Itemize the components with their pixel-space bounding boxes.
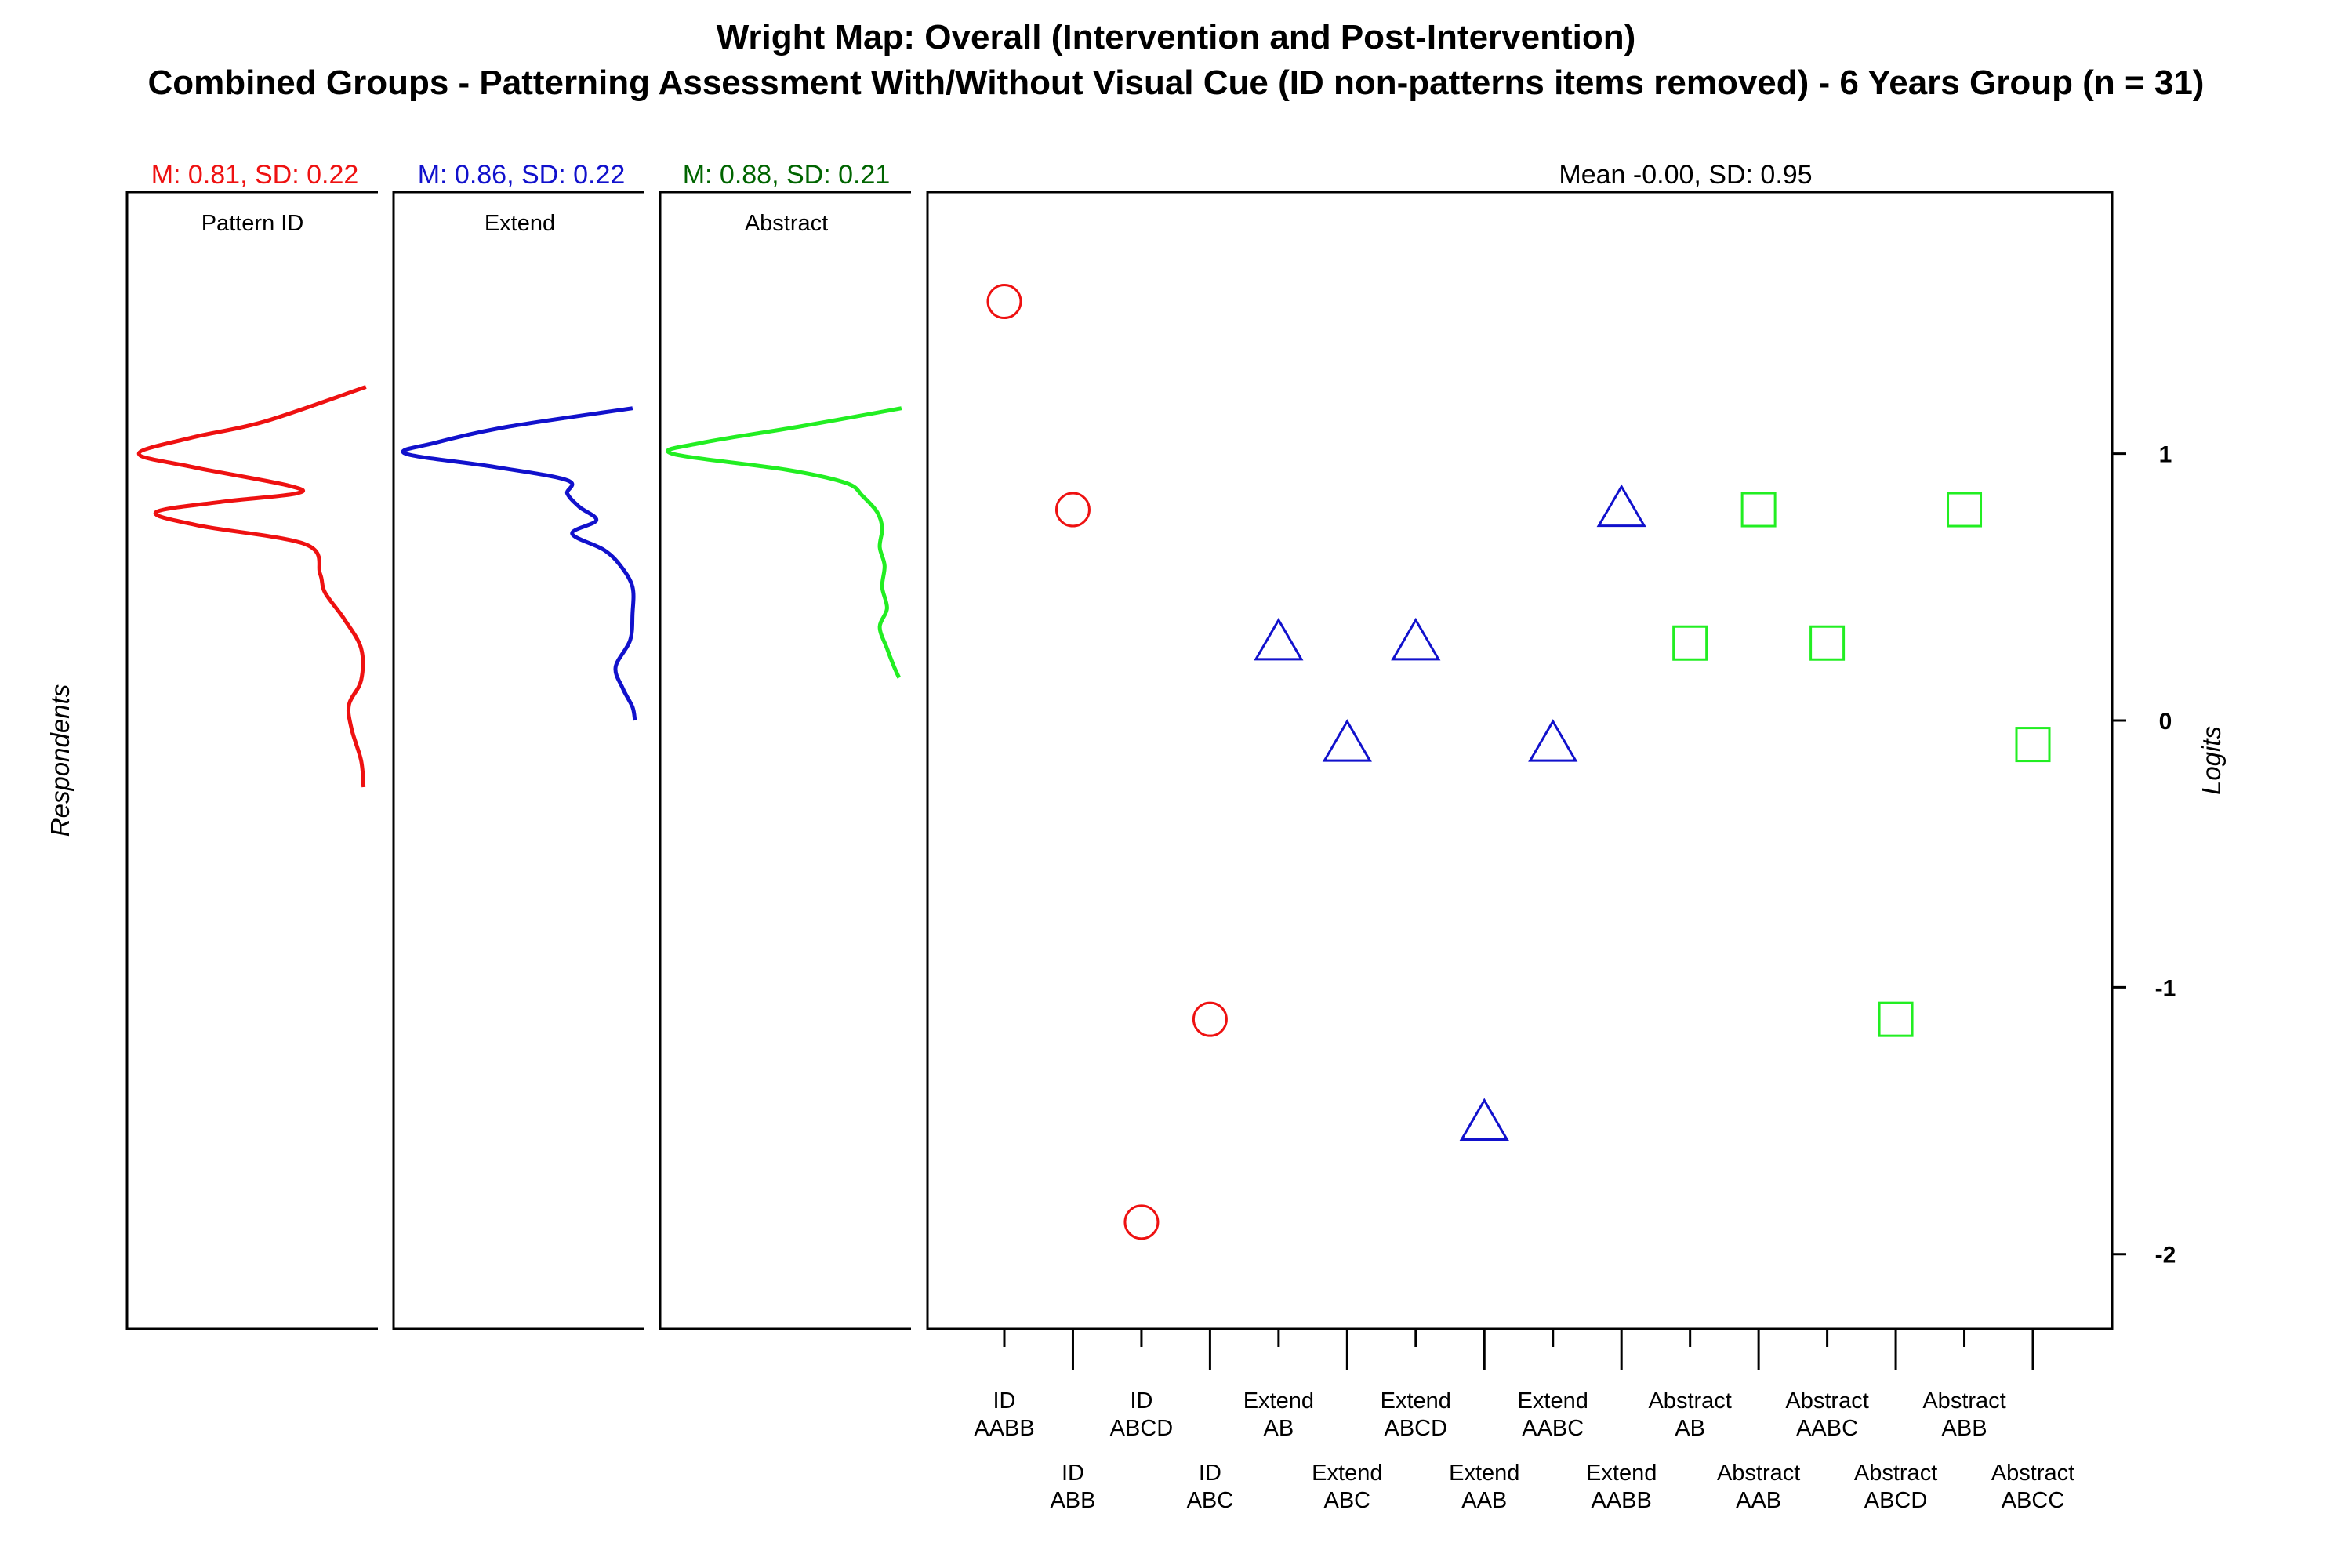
person-panel-abstract: M: 0.88, SD: 0.21 Abstract xyxy=(659,160,911,1330)
logits-axis-title: Logits xyxy=(2197,726,2226,795)
panel-label-extend: Extend xyxy=(485,211,555,236)
item-label-id-abc: ID ABC xyxy=(1187,1461,1234,1513)
item-label-extend-aabc: Extend AABC xyxy=(1518,1388,1588,1441)
title-line-1: Wright Map: Overall (Intervention and Po… xyxy=(717,18,1636,56)
marker-extend-aab xyxy=(1459,1098,1509,1142)
panel-stat-abstract: M: 0.88, SD: 0.21 xyxy=(683,160,891,190)
panel-frame-extend xyxy=(392,191,644,1330)
item-label-extend-abcd: Extend ABCD xyxy=(1381,1388,1451,1441)
item-label-extend-aab: Extend AAB xyxy=(1449,1461,1519,1513)
item-label-abstract-aabc: Abstract AABC xyxy=(1785,1388,1868,1441)
marker-abstract-abcc xyxy=(2015,727,2051,763)
panel-label-pattern-id: Pattern ID xyxy=(201,211,304,236)
item-label-extend-ab: Extend AB xyxy=(1243,1388,1314,1441)
marker-extend-ab xyxy=(1254,617,1304,661)
item-label-abstract-abcd: Abstract ABCD xyxy=(1854,1461,1937,1513)
item-label-id-abcd: ID ABCD xyxy=(1110,1388,1174,1441)
marker-id-abc xyxy=(1192,1001,1228,1037)
item-label-abstract-ab: Abstract AB xyxy=(1648,1388,1731,1441)
panel-frame-pattern-id xyxy=(125,191,378,1330)
item-label-abstract-abcc: Abstract ABCC xyxy=(1991,1461,2074,1513)
item-label-extend-aabb: Extend AABB xyxy=(1586,1461,1657,1513)
marker-abstract-abb xyxy=(1947,492,1983,528)
marker-extend-aabb xyxy=(1596,484,1646,528)
item-panel-stat: Mean -0.00, SD: 0.95 xyxy=(1559,160,1812,190)
title-line-2: Combined Groups - Patterning Assessment … xyxy=(148,64,2205,102)
marker-abstract-aabc xyxy=(1809,625,1846,661)
marker-abstract-aab xyxy=(1740,492,1777,528)
logit-tick-label: -2 xyxy=(2155,1243,2176,1269)
marker-extend-aabc xyxy=(1528,719,1578,762)
item-panel-frame xyxy=(926,191,2114,1330)
marker-abstract-ab xyxy=(1672,625,1708,661)
logit-tick-label: 0 xyxy=(2159,709,2172,735)
panel-stat-extend: M: 0.86, SD: 0.22 xyxy=(418,160,626,190)
item-label-id-aabb: ID AABB xyxy=(974,1388,1034,1441)
marker-id-abb xyxy=(1054,492,1091,528)
logit-tick-label: -1 xyxy=(2155,975,2176,1001)
marker-abstract-abcd xyxy=(1878,1001,1914,1037)
marker-id-abcd xyxy=(1123,1204,1160,1240)
panel-label-abstract: Abstract xyxy=(745,211,828,236)
person-panel-extend: M: 0.86, SD: 0.22 Extend xyxy=(392,160,644,1330)
respondents-axis-title: Respondents xyxy=(45,684,74,837)
item-markers xyxy=(986,284,2051,1240)
item-label-abstract-abb: Abstract ABB xyxy=(1922,1388,2005,1441)
panel-frame-abstract xyxy=(659,191,911,1330)
item-label-extend-abc: Extend ABC xyxy=(1312,1461,1382,1513)
marker-extend-abc xyxy=(1322,719,1372,762)
logit-tick-label: 1 xyxy=(2159,442,2172,468)
density-curve-pattern-id xyxy=(136,385,367,788)
density-curve-abstract xyxy=(666,406,902,679)
item-label-abstract-aab: Abstract AAB xyxy=(1717,1461,1800,1513)
marker-id-aabb xyxy=(986,284,1022,320)
person-panel-pattern-id: M: 0.81, SD: 0.22 Pattern ID xyxy=(125,160,378,1330)
panel-stat-pattern-id: M: 0.81, SD: 0.22 xyxy=(151,160,359,190)
marker-extend-abcd xyxy=(1391,617,1441,661)
item-label-id-abb: ID ABB xyxy=(1050,1461,1095,1513)
density-curve-extend xyxy=(401,406,637,721)
logit-axis: -2 -1 0 1 xyxy=(2112,442,2176,1269)
